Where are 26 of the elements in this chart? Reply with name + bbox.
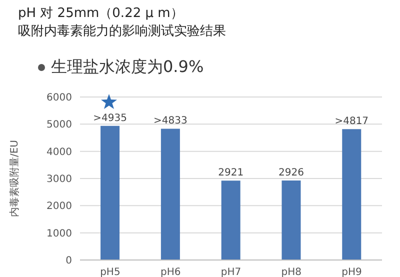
y-tick-label: 2000 (46, 201, 72, 212)
bar (221, 180, 240, 260)
data-label: >4935 (93, 112, 127, 124)
bar (342, 129, 362, 260)
data-label: >4817 (334, 116, 369, 128)
x-tick-label: pH7 (220, 267, 242, 277)
y-tick-label: 0 (66, 256, 72, 267)
y-tick-label: 1000 (46, 228, 72, 240)
x-tick-label: pH9 (342, 267, 362, 277)
x-tick-label: pH6 (160, 267, 181, 277)
chart-subtitle: 吸附内毒素能力的影响测试实验结果 (18, 23, 226, 40)
data-label: 2921 (218, 168, 244, 179)
data-label: >4833 (154, 116, 188, 127)
x-tick-label: pH8 (281, 267, 302, 277)
bar (100, 126, 120, 260)
text: 生理盐水浓度为0.9% (51, 57, 204, 78)
x-tick-label: pH5 (100, 267, 120, 277)
y-axis-title: 内毒素吸附量/EU (8, 140, 21, 218)
chart-title: pH 对 25mm（0.22 μ m） (18, 5, 184, 22)
y-tick-label: 5000 (46, 120, 72, 131)
y-tick-label: 3000 (46, 174, 72, 186)
y-tick-label: 6000 (46, 92, 72, 104)
bar (160, 128, 180, 260)
y-tick-label: 4000 (46, 146, 72, 158)
bar (282, 180, 301, 260)
data-label: 2926 (278, 168, 304, 179)
